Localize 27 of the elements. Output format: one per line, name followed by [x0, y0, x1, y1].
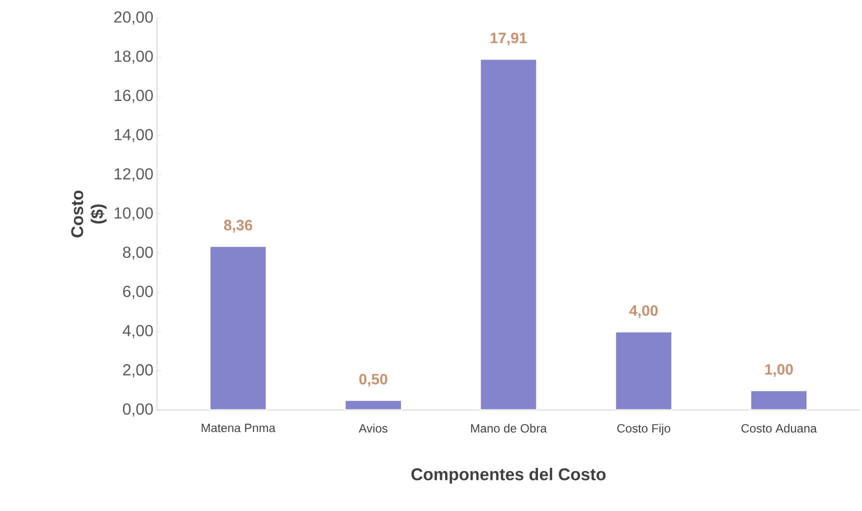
y-tick-label: 18,00: [114, 50, 153, 64]
y-tick-label: 6,00: [123, 286, 153, 299]
y-axis-title: Costo ($): [71, 190, 107, 238]
y-tick-label: 4,00: [122, 324, 153, 338]
x-tick-label: Matena Pnma: [202, 424, 276, 432]
y-tick-label: 16,00: [114, 90, 153, 103]
y-tick-label: 8,00: [123, 246, 153, 260]
y-tick-label: 20,00: [114, 11, 153, 25]
bar: [479, 58, 538, 410]
y-tick-label: 10,00: [114, 207, 153, 221]
x-tick-label: Costo Aduana: [741, 424, 817, 433]
data-label: 8,36: [224, 220, 252, 233]
x-tick-label: Costo Fijo: [617, 424, 670, 435]
y-tick-label: 0,00: [122, 403, 153, 417]
y-tick-label: 2,00: [123, 364, 153, 378]
x-tick-label: Avios: [358, 424, 388, 433]
x-tick-label: Mano de Obra: [471, 424, 547, 433]
data-label: 4,00: [629, 305, 658, 318]
y-tick-label: 14,00: [114, 128, 153, 142]
data-label: 1,00: [765, 364, 793, 377]
y-tick-label: 12,00: [114, 168, 153, 182]
data-label: 17,91: [490, 32, 527, 46]
bar: [208, 245, 268, 410]
bar: [750, 390, 808, 410]
x-axis-title: Componentes del Costo: [411, 468, 606, 484]
bar: [614, 330, 673, 410]
data-label: 0,50: [359, 374, 388, 387]
